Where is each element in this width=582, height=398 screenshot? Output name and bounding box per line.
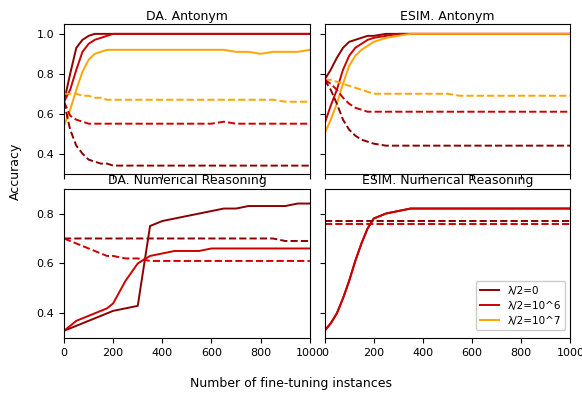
Text: Accuracy: Accuracy bbox=[9, 142, 22, 200]
Title: DA. Antonym: DA. Antonym bbox=[146, 10, 228, 23]
Text: Number of fine-tuning instances: Number of fine-tuning instances bbox=[190, 377, 392, 390]
Title: ESIM. Antonym: ESIM. Antonym bbox=[400, 10, 495, 23]
Title: ESIM. Numerical Reasoning: ESIM. Numerical Reasoning bbox=[362, 174, 533, 187]
Legend: λ/2=0, λ/2=10^6, λ/2=10^7: λ/2=0, λ/2=10^6, λ/2=10^7 bbox=[476, 281, 565, 330]
Title: DA. Numerical Reasoning: DA. Numerical Reasoning bbox=[108, 174, 267, 187]
